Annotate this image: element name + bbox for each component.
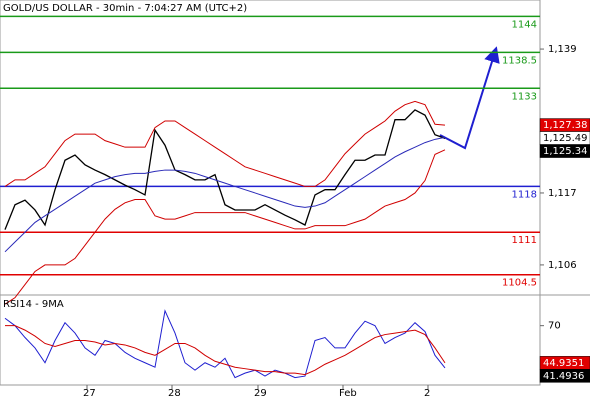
price-label: 1,125.34 [543, 146, 588, 157]
price-label-box [539, 369, 590, 383]
series-line [5, 325, 446, 376]
series-line [4, 136, 446, 253]
level-label: 1118 [512, 189, 537, 200]
x-tick-label: 2 [424, 388, 430, 399]
price-label: 41.4936 [543, 371, 584, 382]
projection-arrow [439, 46, 500, 150]
level-label: 1104.5 [502, 278, 537, 289]
x-tick-label: 29 [254, 388, 267, 399]
level-label: 1138.5 [502, 55, 537, 66]
panel-title: GOLD/US DOLLAR - 30min - 7:04:27 AM (UTC… [3, 3, 247, 14]
series-line [4, 109, 446, 230]
price-label: 1,127.38 [543, 120, 588, 131]
level-label: 1133 [512, 91, 537, 102]
series-line [4, 309, 446, 379]
price-label: 1,125.49 [543, 133, 588, 144]
x-tick-label: 28 [168, 388, 181, 399]
x-tick-label: Feb [339, 388, 357, 399]
series-line [4, 100, 446, 187]
y-tick-label: 70 [548, 321, 561, 332]
level-label: 1111 [512, 235, 537, 246]
panel-title: RSI14 - 9MA [3, 299, 64, 310]
series-line [4, 149, 446, 305]
y-tick-label: 1,117 [548, 188, 577, 199]
price-label-box [539, 144, 590, 158]
level-label: 1144 [512, 19, 537, 30]
plot-frame [0, 0, 541, 386]
x-tick-label: 27 [83, 388, 96, 399]
price-label: 44.9351 [543, 358, 584, 369]
y-tick-label: 1,139 [548, 44, 577, 55]
y-tick-label: 1,106 [548, 260, 577, 271]
